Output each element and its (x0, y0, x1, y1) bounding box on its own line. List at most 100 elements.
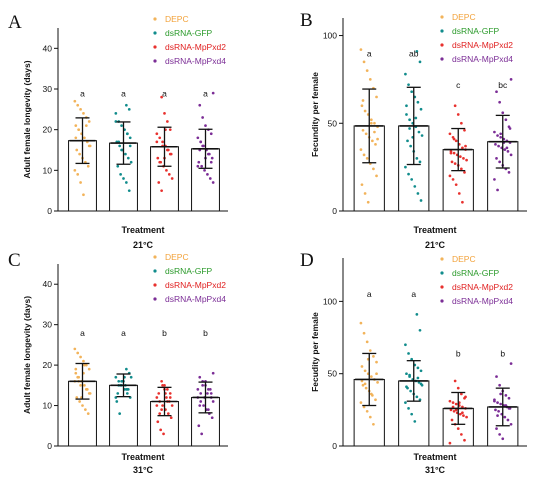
data-point (360, 365, 364, 368)
data-point (129, 160, 133, 164)
significance-letter: bc (498, 80, 508, 90)
data-point (503, 415, 507, 419)
panel-letter: C (8, 250, 21, 271)
legend-marker (440, 257, 444, 261)
data-point (404, 72, 407, 76)
y-tick-label: 50 (328, 369, 338, 379)
data-point (362, 153, 366, 157)
data-point (160, 408, 163, 411)
data-point (84, 408, 87, 411)
y-tick-label: 50 (328, 118, 338, 128)
data-point (199, 400, 203, 403)
data-point (198, 404, 202, 407)
data-point (417, 130, 421, 134)
temperature-label: 21°C (425, 240, 446, 250)
data-point (507, 396, 511, 400)
data-point (418, 398, 422, 402)
data-point (418, 60, 422, 64)
y-tick-label: 0 (47, 441, 52, 451)
significance-letter: ab (409, 49, 419, 59)
data-point (404, 165, 407, 169)
data-point (410, 90, 414, 94)
data-point (410, 178, 414, 181)
data-point (363, 382, 367, 386)
panel-b: B 0 50 100 Fecundity per female a ab c bc Treatme… (300, 10, 527, 250)
data-point (209, 392, 213, 395)
data-point (419, 369, 423, 373)
data-point (454, 183, 458, 187)
data-point (86, 164, 90, 168)
data-point (368, 349, 372, 352)
data-point (376, 137, 379, 141)
data-point (493, 178, 496, 181)
data-point (499, 402, 503, 406)
data-point (79, 107, 82, 111)
data-point (463, 171, 466, 174)
temperature-label: 31°C (425, 465, 446, 475)
data-point (506, 418, 510, 422)
panel-letter: B (300, 10, 313, 31)
data-point (207, 388, 210, 391)
y-tick-label: 30 (43, 320, 53, 330)
data-point (365, 340, 369, 344)
data-point (410, 412, 414, 416)
data-point (74, 371, 78, 375)
legend-marker (440, 43, 444, 47)
data-point (76, 173, 80, 176)
data-point (416, 192, 420, 195)
y-tick-label: 0 (332, 441, 337, 451)
data-point (372, 422, 375, 426)
data-point (155, 396, 159, 399)
data-point (198, 103, 202, 107)
data-point (116, 392, 120, 395)
significance-letter: a (80, 88, 85, 98)
data-point (77, 128, 81, 132)
legend-entry: dsRNA-GFP (165, 28, 213, 38)
data-point (166, 388, 169, 391)
data-point (497, 144, 500, 148)
data-point (196, 388, 200, 391)
data-point (457, 192, 461, 195)
data-point (452, 151, 456, 155)
data-point (83, 363, 86, 367)
data-point (125, 388, 129, 391)
data-point (458, 412, 462, 416)
significance-letter: a (162, 88, 167, 98)
significance-letter: b (162, 328, 167, 338)
data-point (498, 160, 501, 164)
y-axis-title: Adult female longevity (days) (22, 296, 32, 414)
data-point (79, 383, 82, 387)
data-point (373, 121, 376, 125)
data-point (376, 381, 379, 384)
legend-marker (153, 45, 157, 49)
x-axis-title: Treatment (121, 452, 164, 462)
data-point (155, 140, 159, 144)
data-point (159, 428, 163, 432)
y-tick-label: 20 (43, 125, 53, 135)
data-point (415, 395, 419, 399)
data-point (369, 392, 373, 396)
data-point (363, 192, 367, 195)
data-point (364, 386, 368, 390)
data-point (206, 392, 209, 395)
data-point (375, 95, 378, 99)
data-point (359, 48, 363, 51)
data-point (163, 383, 166, 387)
data-point (200, 164, 204, 168)
data-point (124, 152, 127, 156)
legend-marker (153, 283, 157, 287)
significance-letter: b (500, 348, 505, 358)
legend-entry: dsRNA-MpPxd2 (452, 282, 513, 292)
data-point (84, 363, 88, 367)
data-point (117, 379, 121, 383)
data-point (450, 418, 454, 422)
data-point (156, 420, 160, 424)
x-axis-title: Treatment (413, 452, 456, 462)
data-point (494, 142, 497, 146)
data-point (462, 414, 465, 417)
data-point (199, 392, 203, 395)
data-point (208, 388, 212, 391)
data-point (374, 398, 377, 402)
data-point (418, 160, 422, 164)
data-point (418, 328, 422, 332)
